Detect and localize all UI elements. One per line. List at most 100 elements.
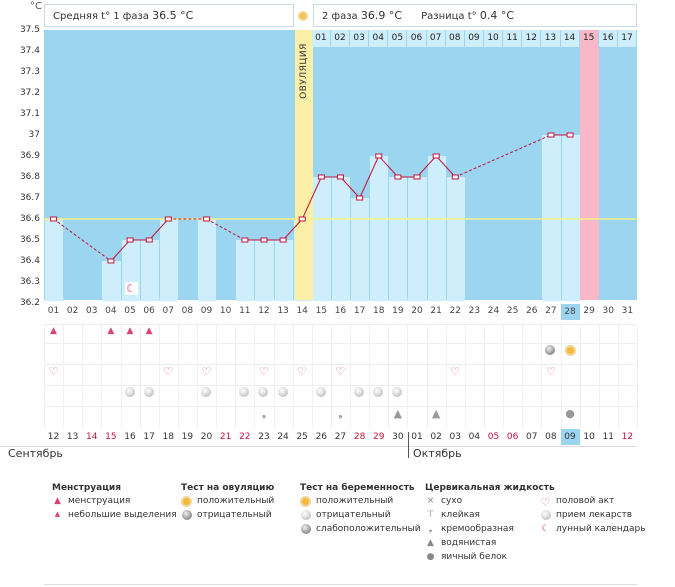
cycle-day-number[interactable]: 11 <box>239 306 251 316</box>
temperature-point[interactable] <box>432 153 440 159</box>
pill-icon[interactable] <box>277 387 288 397</box>
calendar-date[interactable]: 21 <box>219 432 232 442</box>
cycle-day-number[interactable]: 10 <box>219 306 232 316</box>
heart-icon[interactable]: ♡ <box>163 365 174 378</box>
temperature-point[interactable] <box>50 216 58 222</box>
heart-icon[interactable]: ♡ <box>48 365 59 378</box>
pill-icon[interactable] <box>143 387 154 397</box>
cycle-day-number[interactable]: 17 <box>353 306 366 316</box>
calendar-date[interactable]: 08 <box>545 432 557 442</box>
calendar-date[interactable]: 09 <box>560 429 580 445</box>
cycle-day-number[interactable]: 03 <box>86 306 98 316</box>
cycle-day-number[interactable]: 07 <box>162 306 174 316</box>
cycle-day-number[interactable]: 02 <box>66 306 79 316</box>
calendar-date[interactable]: 03 <box>449 432 461 442</box>
cycle-day-number[interactable]: 24 <box>487 306 500 316</box>
pill-icon[interactable] <box>201 387 212 397</box>
pill-icon[interactable] <box>315 387 326 397</box>
calendar-date[interactable]: 13 <box>66 432 79 442</box>
drop-icon[interactable]: ▲ <box>126 326 134 336</box>
cycle-day-number[interactable]: 29 <box>583 306 595 316</box>
calendar-date[interactable]: 27 <box>334 432 347 442</box>
creamy-icon[interactable]: ❟ <box>261 407 267 420</box>
cycle-day-number[interactable]: 05 <box>124 306 136 316</box>
cycle-day-number[interactable]: 31 <box>621 306 634 316</box>
drop-icon[interactable]: ▲ <box>50 326 57 336</box>
watery-icon[interactable]: ▲ <box>393 407 403 420</box>
temperature-point[interactable] <box>260 237 268 243</box>
cycle-day-number[interactable]: 19 <box>392 306 404 316</box>
pregnancy-weak-icon[interactable] <box>545 345 556 355</box>
pill-icon[interactable] <box>258 387 269 397</box>
temperature-point[interactable] <box>394 174 402 180</box>
calendar-date[interactable]: 29 <box>372 432 385 442</box>
temperature-point[interactable] <box>279 237 287 243</box>
cycle-day-number[interactable]: 25 <box>506 306 519 316</box>
temperature-point[interactable] <box>547 132 555 138</box>
temperature-point[interactable] <box>126 237 134 243</box>
temperature-point[interactable] <box>451 174 459 180</box>
heart-icon[interactable]: ♡ <box>335 365 346 378</box>
temperature-point[interactable] <box>337 174 345 180</box>
calendar-date[interactable]: 12 <box>621 432 634 442</box>
temperature-point[interactable] <box>298 216 306 222</box>
cycle-day-number[interactable]: 23 <box>468 306 481 316</box>
temperature-point[interactable] <box>164 216 172 222</box>
cycle-day-number[interactable]: 21 <box>430 306 442 316</box>
calendar-date[interactable]: 12 <box>47 432 60 442</box>
pill-icon[interactable] <box>392 387 403 397</box>
calendar-date[interactable]: 19 <box>181 432 194 442</box>
cycle-day-number[interactable]: 18 <box>372 306 385 316</box>
calendar-date[interactable]: 14 <box>86 432 98 442</box>
calendar-date[interactable]: 01 <box>411 432 423 442</box>
cycle-day-number[interactable]: 20 <box>411 306 423 316</box>
pill-icon[interactable] <box>373 387 384 397</box>
calendar-date[interactable]: 11 <box>602 432 614 442</box>
temperature-point[interactable] <box>107 258 115 264</box>
eggwhite-icon[interactable]: ● <box>565 407 575 420</box>
calendar-date[interactable]: 25 <box>296 432 308 442</box>
temperature-point[interactable] <box>566 132 574 138</box>
calendar-date[interactable]: 24 <box>277 432 289 442</box>
heart-icon[interactable]: ♡ <box>258 365 269 378</box>
calendar-date[interactable]: 23 <box>258 432 270 442</box>
temperature-point[interactable] <box>203 216 211 222</box>
drop-icon[interactable]: ▲ <box>107 326 115 336</box>
calendar-date[interactable]: 22 <box>239 432 251 442</box>
calendar-date[interactable]: 16 <box>124 432 136 442</box>
calendar-date[interactable]: 18 <box>162 432 174 442</box>
heart-icon[interactable]: ♡ <box>297 365 308 378</box>
calendar-date[interactable]: 07 <box>526 432 538 442</box>
creamy-icon[interactable]: ❟ <box>338 407 343 420</box>
heart-icon[interactable]: ♡ <box>450 365 461 378</box>
calendar-date[interactable]: 04 <box>468 432 481 442</box>
drop-icon[interactable]: ▲ <box>145 326 153 336</box>
calendar-date[interactable]: 02 <box>430 432 442 442</box>
cycle-day-number[interactable]: 01 <box>47 306 60 316</box>
cycle-day-number[interactable]: 06 <box>143 306 155 316</box>
pill-icon[interactable] <box>354 387 365 397</box>
cycle-day-number[interactable]: 14 <box>296 306 308 316</box>
cycle-day-number[interactable]: 22 <box>449 306 461 316</box>
heart-icon[interactable]: ♡ <box>545 365 556 378</box>
calendar-date[interactable]: 15 <box>105 432 117 442</box>
cycle-day-number[interactable]: 13 <box>277 306 289 316</box>
watery-icon[interactable]: ▲ <box>431 407 441 420</box>
temperature-point[interactable] <box>145 237 153 243</box>
calendar-date[interactable]: 20 <box>200 432 213 442</box>
heart-icon[interactable]: ♡ <box>201 365 212 378</box>
pill-icon[interactable] <box>239 387 250 397</box>
cycle-day-number[interactable]: 28 <box>560 304 580 320</box>
temperature-point[interactable] <box>413 174 421 180</box>
cycle-day-number[interactable]: 15 <box>315 306 328 316</box>
temperature-point[interactable] <box>375 153 383 159</box>
temperature-point[interactable] <box>241 237 249 243</box>
temperature-point[interactable] <box>317 174 325 180</box>
temperature-point[interactable] <box>356 195 364 201</box>
cycle-day-number[interactable]: 09 <box>200 306 213 316</box>
calendar-date[interactable]: 10 <box>583 432 595 442</box>
cycle-day-number[interactable]: 04 <box>105 306 117 316</box>
cycle-day-number[interactable]: 27 <box>545 306 557 316</box>
calendar-date[interactable]: 17 <box>143 432 155 442</box>
calendar-date[interactable]: 06 <box>506 432 519 442</box>
